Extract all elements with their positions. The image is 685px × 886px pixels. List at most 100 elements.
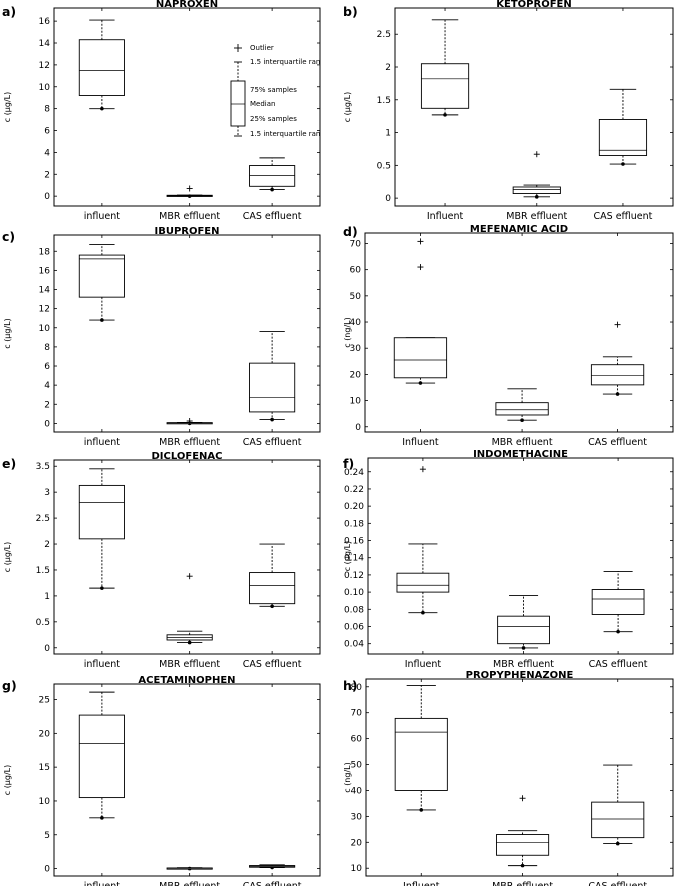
- x-tick-label: CAS effluent: [243, 437, 302, 448]
- chart-title: INDOMETHACINE: [473, 449, 568, 460]
- y-tick-label: 50: [350, 292, 362, 302]
- x-tick-label: MBR effluent: [492, 437, 553, 448]
- y-tick-label: 5: [44, 831, 50, 841]
- plot-frame: [365, 678, 674, 877]
- y-tick-label: 0: [44, 865, 50, 875]
- y-tick-label: 4: [44, 148, 50, 158]
- outlier-marker: [614, 321, 621, 328]
- y-tick-label: 10: [350, 397, 362, 407]
- plot-frame: [53, 234, 321, 433]
- y-tick-label: 1.5: [377, 96, 391, 106]
- panel-label: b): [343, 4, 358, 19]
- iqr-box: [497, 615, 550, 645]
- y-axis-label: c (ng/L): [343, 317, 352, 347]
- y-tick-label: 2: [44, 400, 50, 410]
- panel-label: h): [343, 678, 358, 693]
- box-0: Influent: [396, 458, 450, 670]
- x-tick-label: Influent: [427, 211, 464, 222]
- y-tick-label: 0.5: [377, 161, 391, 171]
- iqr-box: [591, 589, 645, 615]
- iqr-box: [496, 834, 550, 856]
- legend-q1: 25% samples: [250, 115, 297, 123]
- y-tick-label: 70: [350, 239, 362, 249]
- y-tick-label: 10: [39, 83, 51, 93]
- y-tick-label: 6: [44, 362, 50, 372]
- box-0: influent: [78, 684, 125, 886]
- y-tick-label: 18: [39, 247, 51, 257]
- panel-e: e) DICLOFENAC 0 0.5 1 1.5 2 2.5 3 3.5 c (µg/L) infl…: [2, 451, 321, 670]
- y-tick-label: 3.5: [36, 462, 50, 472]
- iqr-box: [590, 364, 645, 386]
- lower-whisker-dot: [270, 417, 274, 422]
- iqr-box: [591, 801, 645, 839]
- box-0: influent: [78, 460, 125, 670]
- lower-whisker-dot: [270, 187, 274, 192]
- y-axis-label: c (µg/L): [343, 541, 352, 572]
- box-1: MBR effluent: [492, 679, 553, 886]
- y-tick-label: 0.06: [344, 622, 364, 632]
- y-axis-label: c (ng/L): [343, 762, 352, 792]
- box-1: MBR effluent: [506, 8, 568, 222]
- legend-iqr-low: 1.5 interquartile ran: [250, 130, 320, 138]
- y-tick-label: 16: [39, 266, 51, 276]
- x-tick-label: MBR effluent: [492, 881, 553, 886]
- y-axis-label: c (µg/L): [3, 318, 12, 349]
- y-tick-label: 2.5: [36, 514, 50, 524]
- box-2: CAS effluent: [243, 235, 302, 448]
- y-tick-label: 15: [39, 763, 50, 773]
- panel-b: b) KETOPROFEN 0 0.5 1 1.5 2 2.5 c (µg/L) Influent…: [343, 0, 674, 222]
- x-tick-label: CAS effluent: [243, 659, 302, 670]
- y-tick-label: 2: [385, 63, 391, 73]
- x-tick-label: influent: [84, 211, 121, 222]
- lower-whisker-dot: [421, 610, 425, 615]
- panel-label: f): [343, 456, 354, 471]
- iqr-box: [78, 484, 125, 540]
- panel-g: g) ACETAMINOPHEN 0 5 10 15 20 25 c (µg/L) influen…: [2, 675, 321, 886]
- iqr-box: [78, 714, 125, 799]
- outlier-marker: [186, 418, 193, 425]
- x-tick-label: CAS effluent: [588, 437, 647, 448]
- y-tick-label: 16: [39, 17, 51, 27]
- y-tick-label: 12: [39, 305, 50, 315]
- y-tick-label: 1: [385, 129, 391, 139]
- panel-label: a): [2, 4, 16, 19]
- iqr-box: [249, 572, 296, 605]
- y-tick-label: 10: [39, 797, 51, 807]
- lower-whisker-dot: [187, 640, 192, 645]
- y-tick-label: 0: [44, 419, 50, 429]
- x-tick-label: influent: [84, 659, 121, 670]
- box-0: influent: [78, 8, 125, 222]
- outlier-marker: [519, 795, 526, 802]
- plot-frame: [364, 232, 674, 433]
- y-tick-label: 0.5: [36, 618, 50, 628]
- y-tick-label: 12: [39, 61, 50, 71]
- lower-whisker-dot: [443, 113, 447, 117]
- plot-frame: [53, 683, 321, 877]
- y-tick-label: 10: [39, 324, 51, 334]
- plot-frame: [367, 457, 674, 655]
- iqr-box: [78, 39, 125, 96]
- y-tick-label: 0.20: [344, 502, 364, 512]
- y-axis-label: c (µg/L): [343, 92, 352, 123]
- chart-title: KETOPROFEN: [496, 0, 571, 10]
- outlier-marker: [186, 573, 193, 580]
- box-0: Influent: [420, 8, 470, 222]
- x-tick-label: MBR effluent: [506, 211, 567, 222]
- y-tick-label: 0.04: [344, 640, 364, 650]
- box-1: MBR effluent: [159, 684, 220, 886]
- iqr-box: [394, 717, 448, 791]
- y-tick-label: 2: [44, 540, 50, 550]
- lower-whisker-dot: [100, 106, 104, 111]
- lower-whisker-dot: [616, 629, 620, 634]
- y-tick-label: 0: [355, 423, 361, 433]
- iqr-box: [420, 63, 470, 109]
- y-tick-label: 50: [351, 761, 363, 771]
- x-tick-label: CAS effluent: [243, 211, 302, 222]
- panel-label: d): [343, 224, 358, 239]
- y-tick-label: 70: [351, 709, 363, 719]
- legend: Outlier 1.5 interquartile ran 75% samples M…: [230, 44, 320, 138]
- iqr-box: [249, 362, 296, 413]
- iqr-box: [396, 572, 450, 593]
- y-tick-label: 0: [44, 192, 50, 202]
- x-tick-label: CAS effluent: [243, 881, 302, 886]
